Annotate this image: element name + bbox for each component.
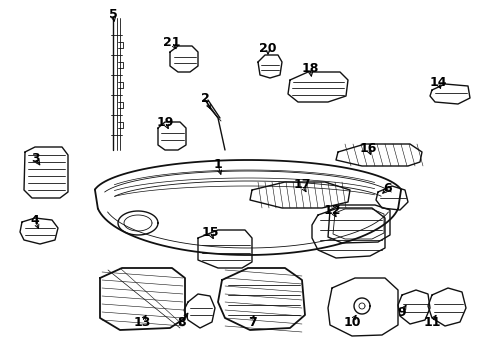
Text: 5: 5	[109, 8, 118, 21]
Text: 18: 18	[301, 62, 319, 75]
Text: 1: 1	[214, 158, 222, 171]
Text: 13: 13	[133, 315, 151, 328]
Text: 15: 15	[201, 225, 219, 238]
Text: 8: 8	[178, 315, 186, 328]
Text: 19: 19	[156, 116, 173, 129]
Text: 10: 10	[343, 315, 361, 328]
Text: 3: 3	[31, 152, 39, 165]
Text: 11: 11	[423, 315, 441, 328]
Text: 12: 12	[323, 203, 341, 216]
Text: 6: 6	[384, 181, 392, 194]
Text: 9: 9	[398, 306, 406, 319]
Text: 20: 20	[259, 41, 277, 54]
Text: 7: 7	[247, 315, 256, 328]
Text: 14: 14	[429, 76, 447, 89]
Text: 4: 4	[31, 213, 39, 226]
Text: 17: 17	[293, 179, 311, 192]
Text: 2: 2	[200, 91, 209, 104]
Text: 16: 16	[359, 141, 377, 154]
Text: 21: 21	[163, 36, 181, 49]
